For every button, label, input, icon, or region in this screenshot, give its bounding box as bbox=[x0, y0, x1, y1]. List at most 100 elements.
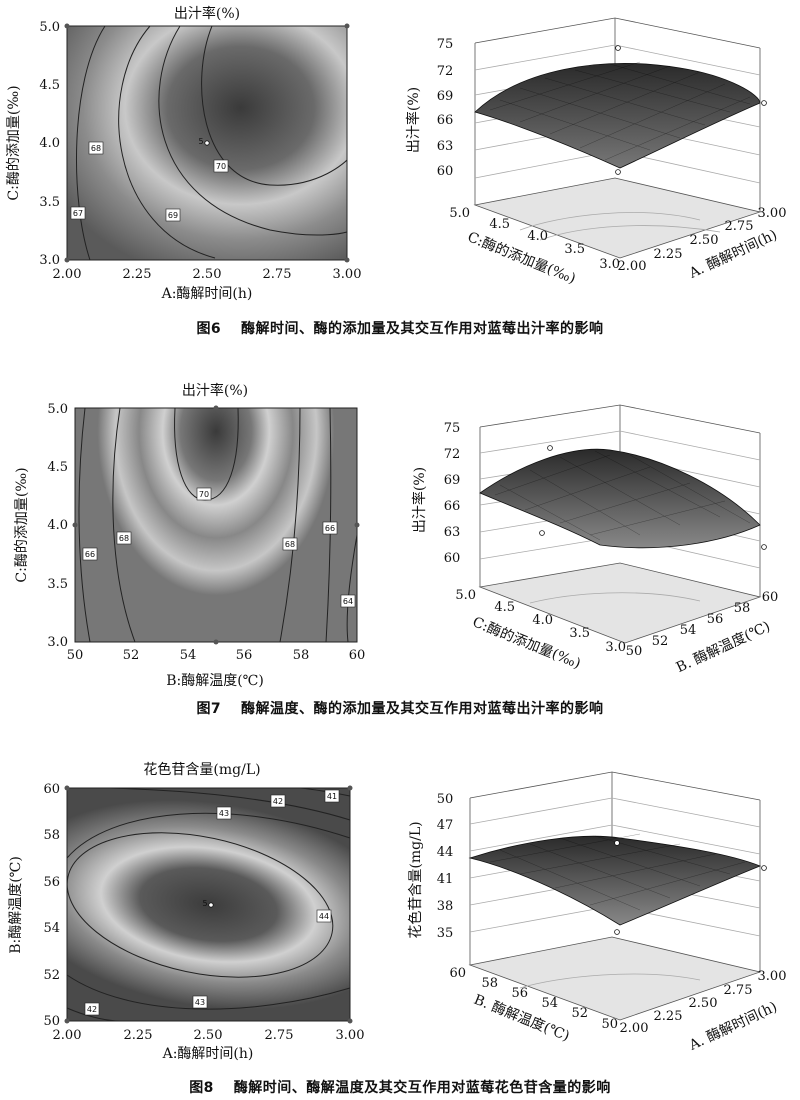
right-tick: 2.50 bbox=[689, 996, 718, 1011]
x-tick: 50 bbox=[67, 648, 84, 663]
contour-label: 68 bbox=[285, 540, 295, 549]
left-axis-ticks: 60 58 56 54 52 50 bbox=[449, 966, 618, 1032]
center-point-label: 5 bbox=[198, 137, 203, 146]
contour-label: 70 bbox=[199, 490, 209, 499]
x-tick: 60 bbox=[349, 648, 366, 663]
right-axis-ticks: 2.00 2.25 2.50 2.75 3.00 bbox=[618, 206, 787, 274]
contour-title: 出汁率(%) bbox=[174, 5, 240, 22]
contour-line-66-left bbox=[78, 407, 91, 643]
y-tick: 52 bbox=[43, 968, 60, 983]
left-tick: 4.0 bbox=[527, 229, 548, 244]
figure-7-graphics: 出汁率(%) 70 68 68 66 66 64 bbox=[14, 382, 778, 689]
contour-title: 出汁率(%) bbox=[182, 382, 248, 399]
left-axis-ticks: 5.0 4.5 4.0 3.5 3.0 bbox=[455, 588, 626, 655]
response-surface bbox=[479, 448, 761, 549]
contour-line-68-left bbox=[112, 407, 136, 643]
contour-label: 42 bbox=[87, 1005, 97, 1014]
x-tick-labels: 2.00 2.25 2.50 2.75 3.00 bbox=[53, 1028, 365, 1043]
left-tick: 4.5 bbox=[494, 600, 515, 615]
left-tick: 3.0 bbox=[605, 640, 626, 655]
contour-line-70 bbox=[201, 25, 348, 186]
x-tick: 3.00 bbox=[333, 267, 362, 282]
left-axis-label: C:酶的添加量(‰) bbox=[465, 229, 578, 287]
z-tick: 66 bbox=[437, 113, 454, 128]
right-tick: 2.00 bbox=[620, 1021, 649, 1036]
axis-markers bbox=[64, 23, 350, 263]
z-tick-labels: 75 72 69 66 63 60 bbox=[437, 37, 454, 179]
x-tick: 2.75 bbox=[263, 267, 292, 282]
design-center-point bbox=[208, 902, 214, 908]
z-tick-labels: 75 72 69 66 63 60 bbox=[444, 421, 461, 566]
z-tick: 69 bbox=[444, 473, 461, 488]
contour-plot-area bbox=[74, 407, 358, 643]
surface-mesh bbox=[489, 61, 751, 161]
right-tick: 2.25 bbox=[654, 247, 683, 262]
left-tick: 4.5 bbox=[489, 217, 510, 232]
right-tick: 3.00 bbox=[758, 206, 787, 221]
figure-caption: 图8 酶解时间、酶解温度及其交互作用对蓝莓花色苷含量的影响 bbox=[189, 1080, 611, 1096]
z-tick: 75 bbox=[444, 421, 461, 436]
y-axis-label: B:酶解温度(℃) bbox=[8, 856, 24, 954]
right-tick: 2.50 bbox=[690, 233, 719, 248]
contour-label: 42 bbox=[273, 797, 283, 806]
z-axis-label: 出汁率(%) bbox=[411, 467, 428, 533]
left-tick: 54 bbox=[541, 996, 558, 1011]
left-tick: 56 bbox=[511, 986, 528, 1001]
z-tick: 41 bbox=[437, 872, 454, 887]
y-tick: 58 bbox=[43, 828, 60, 843]
axis-markers bbox=[72, 405, 360, 645]
y-tick: 5.0 bbox=[39, 20, 60, 35]
contour-label: 64 bbox=[343, 597, 353, 606]
figure-7: 出汁率(%) 70 68 68 66 66 64 bbox=[0, 375, 800, 720]
y-tick: 3.0 bbox=[47, 635, 68, 650]
design-points bbox=[539, 445, 767, 550]
z-tick: 38 bbox=[437, 899, 454, 914]
contour-line-64 bbox=[346, 534, 358, 643]
contour-lines bbox=[75, 25, 348, 261]
right-tick: 2.25 bbox=[654, 1009, 683, 1024]
right-tick: 3.00 bbox=[758, 969, 787, 984]
x-tick: 2.00 bbox=[53, 267, 82, 282]
contour-labels: 68 67 69 70 5 bbox=[70, 137, 229, 222]
z-tick: 63 bbox=[437, 139, 454, 154]
right-tick: 2.75 bbox=[725, 219, 754, 234]
right-tick: 2.75 bbox=[724, 983, 753, 998]
y-tick: 4.5 bbox=[39, 78, 60, 93]
right-tick: 58 bbox=[734, 601, 751, 616]
y-tick: 60 bbox=[43, 782, 60, 797]
y-tick: 5.0 bbox=[47, 402, 68, 417]
contour-line-68-right bbox=[279, 407, 301, 643]
contour-title: 花色苷含量(mg/L) bbox=[143, 761, 260, 778]
contour-label: 44 bbox=[319, 912, 329, 921]
design-points bbox=[615, 45, 767, 175]
contour-label: 69 bbox=[168, 211, 178, 220]
z-tick: 44 bbox=[437, 845, 454, 860]
contour-label: 43 bbox=[219, 809, 229, 818]
x-tick: 2.00 bbox=[53, 1028, 82, 1043]
x-tick: 2.25 bbox=[124, 1028, 153, 1043]
contour-label: 66 bbox=[85, 550, 95, 559]
figure-8-graphics: 花色苷含量(mg/L) 41 42 43 44 43 42 5 bbox=[8, 761, 787, 1062]
figure-caption: 图6 酶解时间、酶的添加量及其交互作用对蓝莓出汁率的影响 bbox=[196, 321, 604, 337]
y-tick-labels: 3.0 3.5 4.0 4.5 5.0 bbox=[39, 20, 60, 268]
y-tick-labels: 3.0 3.5 4.0 4.5 5.0 bbox=[47, 402, 68, 650]
left-tick: 3.5 bbox=[564, 242, 585, 257]
surface-mesh bbox=[489, 833, 746, 911]
figure-8: 花色苷含量(mg/L) 41 42 43 44 43 42 5 bbox=[0, 750, 800, 1100]
y-tick: 4.5 bbox=[47, 460, 68, 475]
y-tick: 3.5 bbox=[47, 577, 68, 592]
surface-mesh bbox=[494, 450, 751, 541]
design-center-point bbox=[204, 140, 210, 146]
contour-labels: 41 42 43 44 43 42 5 bbox=[84, 789, 340, 1016]
y-axis-label: C:酶的添加量(‰) bbox=[14, 467, 30, 582]
left-tick: 50 bbox=[601, 1017, 618, 1032]
center-point-label: 5 bbox=[202, 899, 207, 908]
left-axis-ticks: 5.0 4.5 4.0 3.5 3.0 bbox=[449, 206, 620, 272]
right-tick: 54 bbox=[680, 623, 697, 638]
x-tick: 2.50 bbox=[194, 1028, 223, 1043]
y-tick: 3.5 bbox=[39, 195, 60, 210]
z-axis-label: 花色苷含量(mg/L) bbox=[407, 821, 424, 938]
left-tick: 3.0 bbox=[599, 257, 620, 272]
x-tick: 2.50 bbox=[193, 267, 222, 282]
left-tick: 5.0 bbox=[449, 206, 470, 221]
